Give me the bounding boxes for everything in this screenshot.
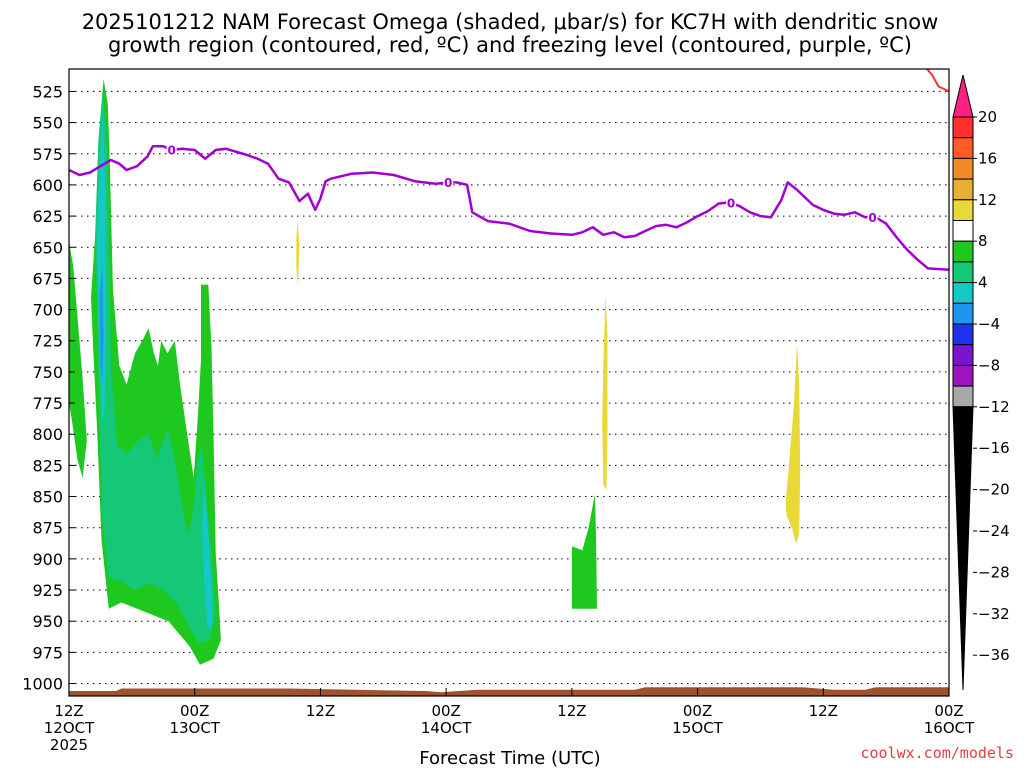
colorbar-top-arrow: [952, 74, 974, 118]
x-tick-label-6-1: 12Z: [809, 702, 838, 720]
y-tick-label-900: 900: [32, 550, 63, 569]
colorbar-segment-6: [952, 240, 974, 263]
x-tick-label-4-1: 12Z: [557, 702, 586, 720]
x-axis-label: Forecast Time (UTC): [419, 748, 600, 768]
y-tick-label-700: 700: [32, 301, 63, 320]
y-tick-label-925: 925: [32, 581, 63, 600]
colorbar-label-0: 20: [978, 108, 997, 126]
x-tick-label-5-2: 15OCT: [672, 719, 723, 737]
colorbar-label-6: −8: [978, 356, 1000, 374]
colorbar-label-1: 16: [978, 149, 997, 167]
colorbar-segment-5: [952, 220, 974, 242]
y-tick-label-1000: 1000: [22, 675, 63, 694]
colorbar-segment-10: [952, 323, 974, 346]
colorbar-label-12: −32: [978, 605, 1010, 623]
y-tick-label-575: 575: [32, 145, 63, 164]
freezing-label-bg-1: [443, 175, 454, 190]
x-tick-label-2-1: 12Z: [306, 702, 335, 720]
colorbar-label-3: 8: [978, 232, 988, 250]
colorbar-label-5: −4: [978, 315, 1000, 333]
colorbar-segment-8: [952, 282, 974, 304]
colorbar-label-2: 12: [978, 191, 997, 209]
x-tick-label-1-2: 13OCT: [169, 719, 220, 737]
colorbar-segment-13: [952, 385, 974, 408]
y-tick-label-950: 950: [32, 612, 63, 631]
omega-region-3: [97, 116, 106, 422]
y-tick-label-825: 825: [32, 456, 63, 475]
colorbar-segment-0: [952, 116, 974, 139]
freezing-level-label-3: 0: [868, 211, 876, 225]
freezing-label-bg-3: [867, 210, 878, 225]
y-tick-label-525: 525: [32, 82, 63, 101]
omega-shading: [69, 79, 801, 665]
y-tick-label-600: 600: [32, 176, 63, 195]
terrain-fill: [69, 687, 949, 696]
colorbar-label-8: −16: [978, 439, 1010, 457]
colorbar-bottom-arrow: [952, 406, 974, 691]
y-tick-label-650: 650: [32, 238, 63, 257]
colorbar-segment-3: [952, 178, 974, 201]
colorbar-segment-11: [952, 344, 974, 366]
x-tick-label-0-1: 12Z: [54, 702, 83, 720]
colorbar-segment-9: [952, 302, 974, 325]
x-tick-label-3-1: 00Z: [431, 702, 460, 720]
colorbar-label-9: −20: [978, 481, 1010, 499]
freezing-level-label-2: 0: [727, 197, 735, 211]
chart-title-line-2: growth region (contoured, red, ºC) and f…: [108, 33, 912, 57]
x-tick-label-0-2: 12OCT: [44, 719, 95, 737]
colorbar-label-7: −12: [978, 398, 1010, 416]
freezing-label-bg-0: [166, 143, 177, 158]
chart-title-line-1: 2025101212 NAM Forecast Omega (shaded, μ…: [82, 10, 939, 34]
omega-region-5: [99, 266, 104, 385]
omega-region-0: [69, 241, 87, 478]
omega-region-8: [602, 294, 608, 491]
colorbar: 20 16 12 8 4 −4 −8 −12 −16 −20 −24 −28 −32 −36: [952, 74, 1010, 691]
omega-region-6: [571, 494, 597, 609]
x-tick-label-7-2: 16OCT: [924, 719, 975, 737]
y-tick-label-850: 850: [32, 488, 63, 507]
colorbar-segment-7: [952, 261, 974, 284]
x-tick-label-5-1: 00Z: [683, 702, 712, 720]
colorbar-segment-2: [952, 157, 974, 180]
y-tick-label-750: 750: [32, 363, 63, 382]
x-tick-label-7-1: 00Z: [934, 702, 963, 720]
terrain-surface: [69, 687, 949, 696]
y-tick-label-625: 625: [32, 207, 63, 226]
x-tick-label-1-1: 00Z: [180, 702, 209, 720]
y-axis: 525 550 575 600 625 650 675 700 725 750 775 800 825 8…: [22, 82, 75, 694]
freezing-level-line: [68, 145, 950, 271]
omega-region-2: [95, 91, 216, 644]
colorbar-segment-12: [952, 364, 974, 387]
colorbar-label-10: −24: [978, 522, 1010, 540]
freezing-level-label-0: 0: [167, 144, 175, 158]
colorbar-segment-1: [952, 137, 974, 159]
colorbar-segment-4: [952, 199, 974, 222]
y-tick-label-775: 775: [32, 394, 63, 413]
y-tick-label-975: 975: [32, 643, 63, 662]
freezing-label-bg-2: [726, 196, 737, 211]
colorbar-label-11: −28: [978, 563, 1010, 581]
plot-border: [68, 68, 950, 697]
x-tick-label-0-3: 2025: [50, 736, 88, 754]
contour-lines: 0 0 0 0: [68, 68, 950, 271]
plot-area: 0 0 0 0 525 550 575 600 625 650 675 700 725 750 775 80…: [22, 68, 975, 754]
y-tick-label-675: 675: [32, 269, 63, 288]
omega-region-9: [785, 343, 801, 544]
grid-lines: [69, 90, 949, 685]
freezing-level-label-1: 0: [444, 176, 452, 190]
y-tick-label-550: 550: [32, 114, 63, 133]
x-tick-label-3-2: 14OCT: [421, 719, 472, 737]
y-tick-label-725: 725: [32, 332, 63, 351]
colorbar-label-13: −36: [978, 646, 1010, 664]
omega-region-4: [202, 484, 213, 628]
colorbar-label-4: 4: [978, 274, 988, 292]
y-tick-label-875: 875: [32, 519, 63, 538]
dendritic-growth-line: [926, 68, 950, 93]
y-tick-label-800: 800: [32, 425, 63, 444]
omega-region-7: [296, 219, 300, 285]
credit-text: coolwx.com/models: [860, 744, 1014, 762]
